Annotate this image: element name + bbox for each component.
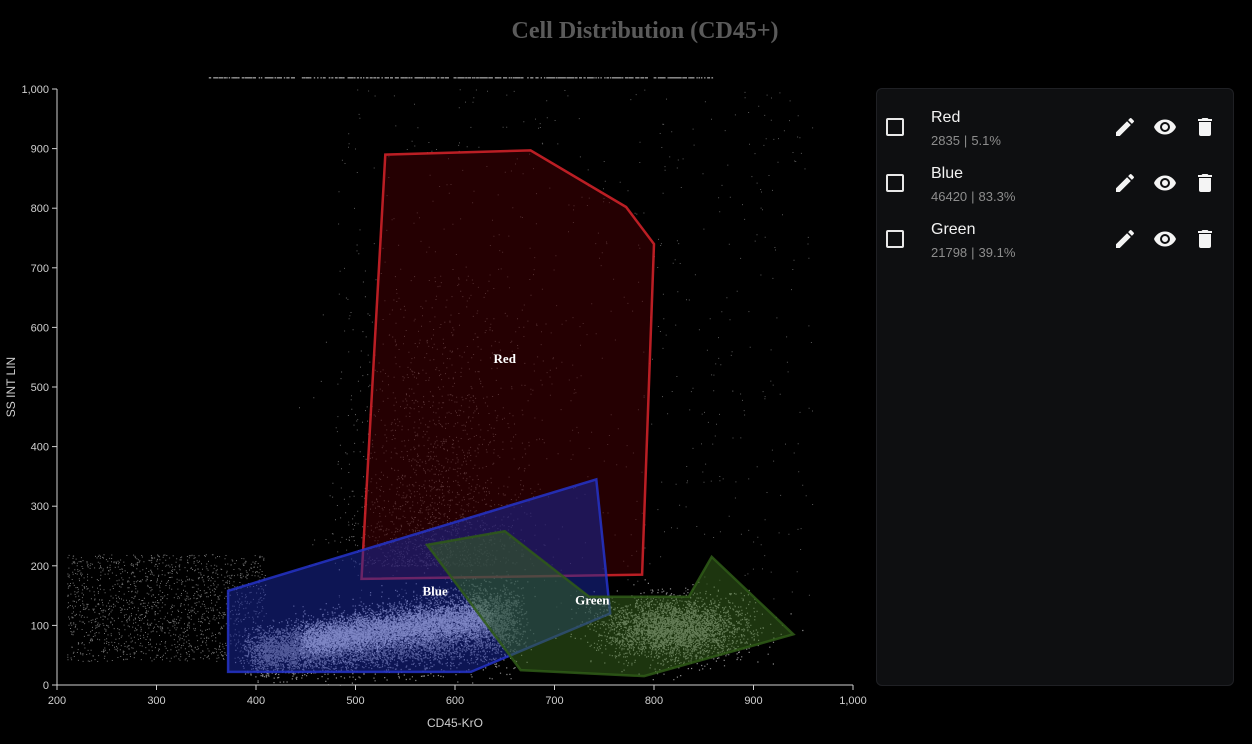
gate-red-polygon[interactable] [360,149,656,581]
gate-label-blue: Blue [422,584,448,599]
gate-stats: 46420 | 83.3% [931,189,1015,204]
eye-icon[interactable] [1153,115,1177,139]
gate-stats: 21798 | 39.1% [931,245,1015,260]
gate-label-red: Red [494,351,517,366]
gate-percent: 39.1% [978,245,1016,260]
pencil-icon[interactable] [1113,227,1137,251]
event-cloud [208,77,714,79]
gate-green-polygon[interactable] [424,529,796,678]
y-tick-label: 400 [31,442,49,454]
gate-name: Green [931,221,976,238]
gate-list-panel: Red 2835 | 5.1% Blue 46420 | 83.3% Green 217… [876,88,1234,686]
gate-stats: 2835 | 5.1% [931,133,1001,148]
x-tick-label: 300 [147,695,165,707]
y-tick-label: 900 [31,144,49,156]
y-tick-label: 200 [31,561,49,573]
trash-icon[interactable] [1193,227,1217,251]
eye-icon[interactable] [1153,227,1177,251]
gate-checkbox[interactable] [886,174,904,192]
gate-name: Red [931,109,961,126]
event-cloud [67,554,267,662]
pencil-icon[interactable] [1113,171,1137,195]
x-tick-label: 900 [744,695,762,707]
stats-separator: | [971,189,975,204]
gate-percent: 5.1% [971,133,1001,148]
gate-row-red: Red 2835 | 5.1% [877,98,1233,154]
gate-checkbox[interactable] [886,118,904,136]
y-tick-label: 0 [43,680,49,692]
gate-percent: 83.3% [978,189,1016,204]
gate-polygons: Red Blue Green [226,149,796,678]
stats-separator: | [963,133,968,148]
x-axis-label: CD45-KrO [427,716,483,730]
y-tick-label: 600 [31,322,49,334]
axes: 200 300 400 500 600 700 800 900 1,000 0 100 200 300 4… [4,84,867,730]
x-tick-label: 200 [48,695,66,707]
gate-count: 21798 [931,245,968,260]
gate-row-green: Green 21798 | 39.1% [877,210,1233,266]
x-tick-label: 400 [247,695,265,707]
trash-icon[interactable] [1193,115,1217,139]
y-axis-label: SS INT LIN [4,357,18,417]
x-tick-label: 1,000 [839,695,867,707]
gate-checkbox[interactable] [886,230,904,248]
x-tick-label: 600 [446,695,464,707]
x-tick-label: 700 [545,695,563,707]
pencil-icon[interactable] [1113,115,1137,139]
gate-label-green: Green [575,593,610,608]
chart-title: Cell Distribution (CD45+) [511,18,779,44]
x-tick-label: 500 [346,695,364,707]
y-tick-label: 1,000 [21,84,49,96]
gate-count: 46420 [931,189,968,204]
gate-count: 2835 [931,133,960,148]
gate-name: Blue [931,165,964,182]
stats-separator: | [971,245,975,260]
scatter-plot[interactable]: Red Blue Green 200 300 400 500 600 700 800 900 1,0… [0,0,870,744]
y-tick-label: 100 [31,620,49,632]
trash-icon[interactable] [1193,171,1217,195]
y-tick-label: 300 [31,501,49,513]
gate-row-blue: Blue 46420 | 83.3% [877,154,1233,210]
x-tick-label: 800 [645,695,663,707]
y-tick-label: 700 [31,263,49,275]
y-tick-label: 500 [31,382,49,394]
eye-icon[interactable] [1153,171,1177,195]
y-tick-label: 800 [31,203,49,215]
